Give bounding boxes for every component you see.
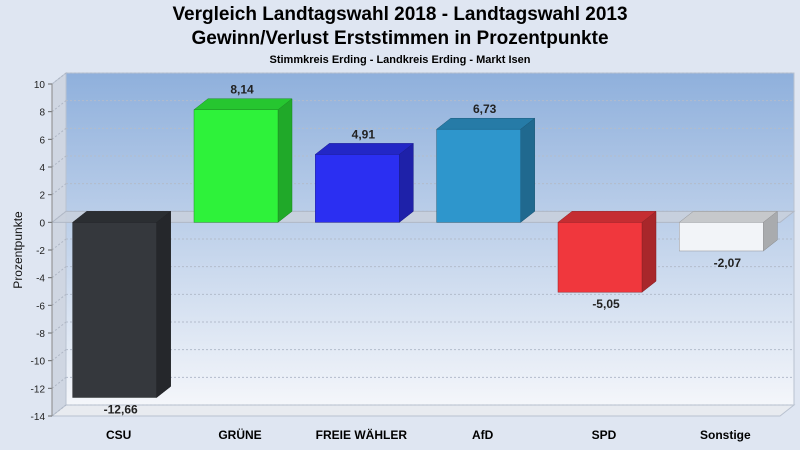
gridline-side xyxy=(51,321,67,334)
gridline-side xyxy=(51,127,67,140)
category-label: AfD xyxy=(472,428,494,442)
gridline-side xyxy=(51,72,67,85)
data-label: 6,73 xyxy=(473,102,497,116)
y-tick-label: 8 xyxy=(39,108,45,119)
bar xyxy=(557,222,643,293)
bar-top xyxy=(435,117,536,130)
gridline-side xyxy=(51,183,67,196)
data-label: 8,14 xyxy=(230,83,254,97)
gridline-side xyxy=(51,155,67,168)
bar-side xyxy=(399,142,414,223)
gridline-side xyxy=(51,404,67,417)
data-label: 4,91 xyxy=(352,127,376,141)
y-tick-label: -6 xyxy=(36,301,45,312)
data-label: -2,07 xyxy=(714,256,742,270)
data-label: -5,05 xyxy=(592,297,620,311)
bar xyxy=(315,154,400,223)
y-tick-label: 6 xyxy=(39,135,45,146)
bar-side xyxy=(520,117,535,223)
category-label: SPD xyxy=(592,428,617,442)
y-tick-label: 2 xyxy=(39,191,45,202)
bar xyxy=(679,222,764,252)
y-tick-label: 0 xyxy=(39,218,45,229)
y-tick-label: -8 xyxy=(36,329,45,340)
bar-side xyxy=(156,210,171,398)
y-tick-label: 4 xyxy=(39,163,45,174)
gridline-side xyxy=(51,266,67,279)
bar-side xyxy=(641,210,657,293)
category-label: CSU xyxy=(106,428,131,442)
gridline-side xyxy=(51,100,67,113)
y-axis-title: Prozentpunkte xyxy=(11,211,25,289)
bar-top xyxy=(678,211,779,223)
bar-top xyxy=(193,98,293,110)
chart-title: Vergleich Landtagswahl 2018 - Landtagswa… xyxy=(172,4,628,25)
gridline-side xyxy=(51,238,67,251)
category-label: Sonstige xyxy=(700,428,751,442)
plot-floor xyxy=(50,404,796,417)
bar-top xyxy=(557,211,657,223)
bar xyxy=(72,222,157,398)
data-label: -12,66 xyxy=(104,402,138,416)
gridline-side xyxy=(51,293,67,306)
gridline-side xyxy=(51,376,67,389)
category-label: GRÜNE xyxy=(218,427,261,442)
y-tick-label: -12 xyxy=(31,384,46,395)
category-label: FREIE WÄHLER xyxy=(316,427,408,442)
bar-top xyxy=(71,211,172,223)
y-tick-label: -2 xyxy=(36,246,45,257)
y-tick-label: -4 xyxy=(36,274,45,285)
y-tick-label: 10 xyxy=(34,80,46,91)
chart-location: Stimmkreis Erding - Landkreis Erding - M… xyxy=(269,54,531,66)
y-tick-label: -14 xyxy=(31,412,46,423)
chart-subtitle: Gewinn/Verlust Erststimmen in Prozentpun… xyxy=(191,28,609,49)
bar xyxy=(193,109,279,223)
y-tick-label: -10 xyxy=(31,357,46,368)
gridline-side xyxy=(51,349,67,362)
bar-side xyxy=(277,98,293,223)
bar-top xyxy=(314,143,415,155)
bar xyxy=(436,128,521,223)
